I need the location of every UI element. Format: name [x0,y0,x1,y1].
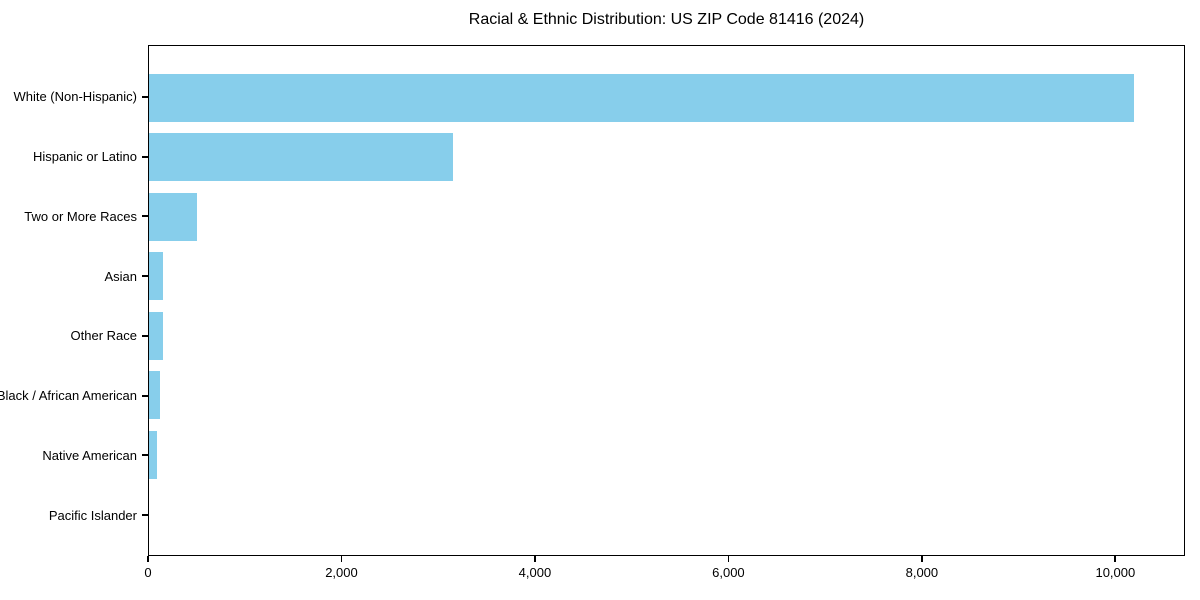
x-axis-tick [727,556,730,562]
y-axis-label: Two or More Races [24,208,137,224]
bar-row [149,485,1184,545]
y-axis-tick [142,215,148,218]
y-axis-labels: White (Non-Hispanic) Hispanic or Latino Tw… [0,45,148,556]
bar [149,311,163,360]
bar-row [149,425,1184,485]
x-axis-tick [340,556,343,562]
y-axis-label: Asian [104,268,137,284]
bar-row [149,68,1184,128]
bar-row [149,366,1184,426]
y-axis-tick [142,394,148,397]
y-axis-label-cell: Black / African American [0,366,148,426]
x-axis-tick-label: 6,000 [712,565,745,580]
bar [149,252,164,301]
y-axis-label: Pacific Islander [48,507,137,523]
bar [149,73,1134,122]
x-axis-tick-label: 2,000 [325,565,358,580]
y-axis-tick [142,95,148,98]
bar-row [149,247,1184,307]
y-axis-label-cell: Asian [0,246,148,306]
y-axis-tick [142,334,148,337]
bar-row [149,187,1184,247]
bar [149,371,161,420]
x-axis-tick-label: 8,000 [905,565,939,580]
bars-container [149,46,1184,555]
y-axis-label: Hispanic or Latino [32,149,137,165]
y-axis-label: Black / African American [0,388,137,404]
x-axis-tick-label: 10,000 [1095,565,1136,580]
x-axis-tick-label: 4,000 [518,565,552,580]
bar [149,192,198,241]
y-axis-tick [142,454,148,457]
bar [149,133,454,182]
y-axis-tick [142,155,148,158]
bar [149,430,157,479]
x-axis-tick [1114,556,1117,562]
plot-area [148,45,1185,556]
bar-row [149,128,1184,188]
y-axis-tick [142,275,148,278]
y-axis-label-cell: Hispanic or Latino [0,127,148,187]
x-axis-tick-label: 0 [144,565,152,580]
y-axis-label-cell: Native American [0,426,148,486]
chart-title: Racial & Ethnic Distribution: US ZIP Cod… [468,11,865,28]
y-axis-label: White (Non-Hispanic) [13,89,137,105]
y-axis-label: Other Race [70,328,137,344]
x-axis-tick [147,556,149,562]
y-axis-label-cell: White (Non-Hispanic) [0,67,148,127]
y-axis-label: Native American [42,447,137,463]
x-axis: 0 2,000 4,000 6,000 8,000 10,000 [144,556,1185,596]
x-axis-tick [920,556,923,562]
x-axis-tick [534,556,536,562]
bar-row [149,306,1184,366]
y-axis-label-cell: Other Race [0,306,148,366]
y-axis-tick [142,514,148,517]
y-axis-label-cell: Pacific Islander [0,485,148,545]
y-axis-label-cell: Two or More Races [0,187,148,247]
